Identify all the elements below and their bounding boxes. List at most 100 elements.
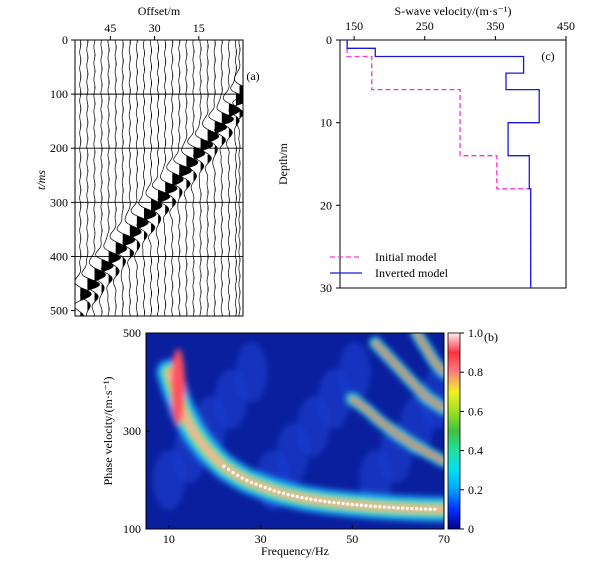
dispersion-point (291, 494, 295, 498)
trace-line (193, 40, 214, 316)
dispersion-point (249, 480, 254, 485)
y-tick-label: 500 (50, 304, 68, 318)
trace-22 (222, 40, 241, 316)
panel-b-x-axis-label: Frequency/Hz (261, 544, 329, 558)
dispersion-point (268, 487, 272, 491)
trace-fill (207, 44, 219, 309)
trace-16 (179, 40, 199, 316)
trace-fill (151, 48, 163, 313)
trace-line (94, 40, 114, 316)
trace-fill (129, 40, 142, 316)
higher-mode-1-band-2 (350, 397, 444, 463)
y-tick-label: 500 (123, 326, 141, 340)
dispersion-point (281, 491, 286, 495)
panel-a-y-axis-label: t/ms (34, 170, 48, 190)
x-tick-label: 350 (486, 19, 504, 33)
trace-line (157, 40, 178, 316)
dispersion-point (323, 499, 327, 503)
trace-fill (239, 47, 243, 312)
dispersion-point (387, 505, 391, 509)
trace-fill (108, 47, 121, 313)
dispersion-point (236, 473, 240, 477)
trace-14 (165, 40, 184, 316)
dispersion-point (314, 498, 318, 502)
dispersion-point (364, 504, 368, 508)
panel-c-x-axis-label: S-wave velocity/(m·s⁻¹) (395, 4, 512, 18)
legend-label-initial-model: Initial model (375, 250, 437, 264)
series-initial-model (346, 40, 532, 288)
dispersion-point (286, 493, 290, 497)
higher-mode-2-band-2 (373, 341, 444, 411)
x-tick-label: 70 (438, 532, 450, 546)
dispersion-point (350, 502, 354, 507)
trace-10 (136, 40, 157, 316)
x-tick-label: 450 (557, 19, 575, 33)
dispersion-point (410, 506, 414, 511)
trace-fill (136, 40, 149, 316)
y-tick-label: 30 (320, 281, 332, 295)
dispersion-point (373, 504, 377, 509)
trace-line (130, 40, 149, 316)
y-tick-label: 300 (123, 424, 141, 438)
colorbar-tick-label: 0.2 (468, 483, 483, 497)
colorbar-tick-label: 0.8 (468, 365, 483, 379)
trace-15 (172, 40, 192, 316)
x-tick-label: 30 (255, 532, 267, 546)
dispersion-point (231, 471, 235, 475)
y-tick-label: 400 (50, 249, 68, 263)
dispersion-point (295, 495, 299, 499)
trace-line (136, 40, 157, 316)
trace-fill (122, 42, 135, 308)
trace-1 (75, 40, 92, 316)
dispersion-point (300, 496, 304, 500)
trace-4 (94, 40, 114, 316)
trace-fill (221, 40, 234, 316)
dispersion-point (346, 502, 350, 506)
trace-line (87, 40, 106, 316)
series-inverted-model (346, 40, 540, 288)
y-tick-label: 300 (50, 195, 68, 209)
panel-c: 150 250 350 450 0 10 20 30 S-wave velocity/(m·… (276, 4, 575, 295)
trace-13 (157, 40, 178, 316)
trace-fill (144, 40, 157, 316)
y-tick-label: 100 (50, 87, 68, 101)
trace-line (115, 40, 136, 316)
dispersion-point (401, 506, 405, 510)
ridge-peak (171, 348, 186, 425)
trace-line (200, 40, 220, 316)
trace-19 (200, 40, 220, 316)
panel-c-label: (c) (541, 49, 554, 63)
dispersion-point (272, 489, 276, 493)
x-tick-label: 250 (416, 19, 434, 33)
trace-line (172, 40, 192, 316)
dispersion-point (369, 504, 373, 508)
trace-7 (115, 40, 136, 316)
trace-line (179, 40, 199, 316)
trace-18 (193, 40, 214, 316)
noise-blob (235, 342, 268, 403)
trace-line (214, 40, 234, 316)
x-tick-label: 150 (345, 19, 363, 33)
trace-11 (144, 40, 163, 316)
trace-line (151, 40, 171, 316)
panel-a-x-ticks: 45 30 15 (104, 21, 205, 40)
panel-b: 10 30 50 70 100 300 500 Frequency/Hz Phase ve… (101, 326, 498, 558)
panel-c-frame (339, 39, 567, 289)
y-tick-label: 20 (320, 198, 332, 212)
trace-21 (214, 40, 234, 316)
trace-8 (122, 40, 142, 316)
x-tick-label: 15 (193, 21, 205, 35)
panel-b-y-ticks: 100 300 500 (123, 326, 150, 536)
dispersion-point (222, 464, 226, 468)
trace-17 (187, 40, 206, 316)
dispersion-point (433, 507, 437, 511)
trace-line (75, 40, 92, 316)
dispersion-point (226, 467, 231, 472)
panel-c-y-axis-label: Depth/m (276, 142, 290, 185)
dispersion-point (259, 484, 263, 488)
dispersion-point (304, 497, 309, 501)
trace-fill (200, 46, 213, 312)
trace-fill (228, 40, 240, 316)
trace-fill (172, 40, 184, 316)
dispersion-point (414, 507, 419, 511)
